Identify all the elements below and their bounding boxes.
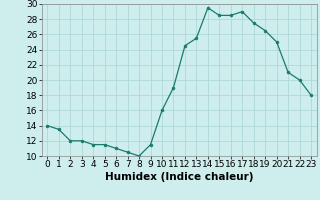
X-axis label: Humidex (Indice chaleur): Humidex (Indice chaleur) [105, 172, 253, 182]
